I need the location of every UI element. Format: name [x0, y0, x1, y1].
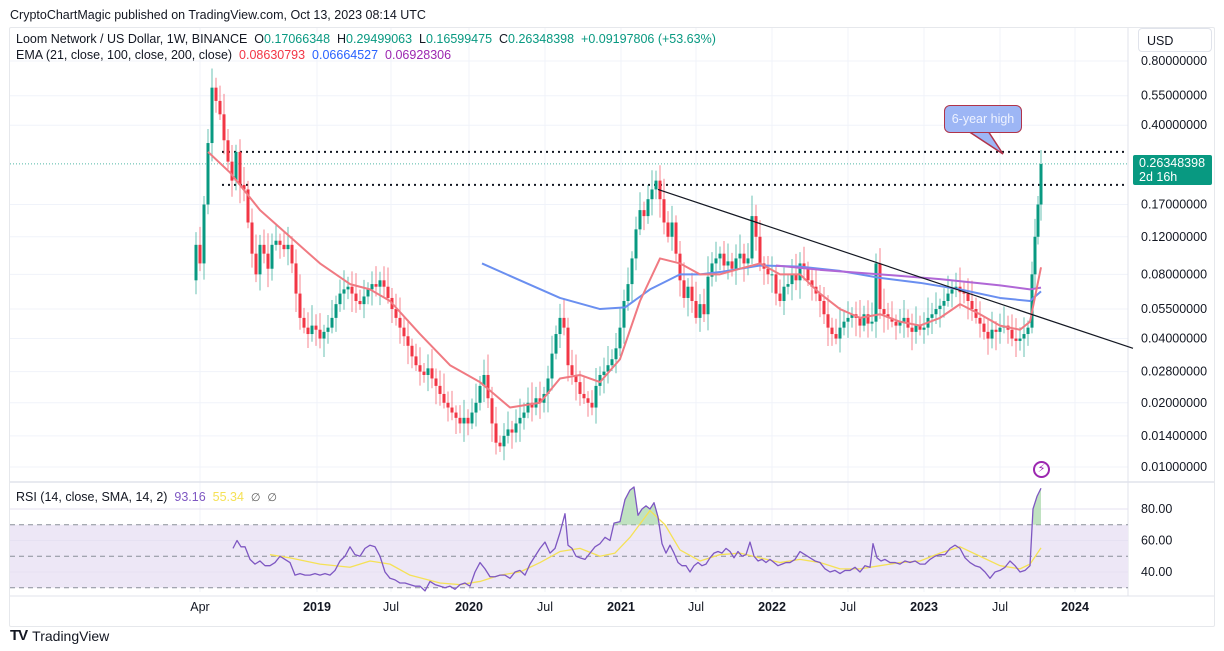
svg-text:2020: 2020: [455, 600, 483, 614]
svg-text:0.01400000: 0.01400000: [1141, 429, 1207, 443]
svg-text:2024: 2024: [1061, 600, 1089, 614]
currency-button[interactable]: USD: [1138, 28, 1212, 52]
symbol-title: Loom Network / US Dollar, 1W, BINANCE: [16, 32, 248, 46]
svg-text:40.00: 40.00: [1141, 565, 1172, 579]
svg-text:0.40000000: 0.40000000: [1141, 118, 1207, 132]
high-label: H: [337, 32, 347, 46]
open-value: 0.17066348: [264, 32, 331, 46]
change-value: +0.09197806 (+53.63%): [581, 32, 716, 46]
svg-text:Jul: Jul: [383, 600, 399, 614]
ema21-value: 0.08630793: [239, 48, 306, 62]
na-value-1: ∅: [250, 492, 261, 504]
last-price-value: 0.26348398: [1139, 156, 1206, 170]
ema100-value: 0.06664527: [312, 48, 379, 62]
ema-legend: EMA (21, close, 100, close, 200, close) …: [16, 48, 451, 62]
bar-countdown: 2d 16h: [1139, 170, 1178, 184]
ema-title: EMA (21, close, 100, close, 200, close): [16, 48, 233, 62]
rsi-legend: RSI (14, close, SMA, 14, 2) 93.16 55.34 …: [16, 490, 277, 504]
tradingview-logo-icon: TV: [10, 627, 28, 644]
svg-text:0.80000000: 0.80000000: [1141, 54, 1207, 68]
svg-text:0.05500000: 0.05500000: [1141, 302, 1207, 316]
low-value: 0.16599475: [426, 32, 493, 46]
na-value-2: ∅: [267, 492, 278, 504]
svg-text:0.01000000: 0.01000000: [1141, 460, 1207, 474]
close-value: 0.26348398: [508, 32, 575, 46]
open-label: O: [254, 32, 265, 46]
chart-frame: [9, 27, 1215, 627]
svg-text:0.12000000: 0.12000000: [1141, 230, 1207, 244]
svg-text:0.02800000: 0.02800000: [1141, 365, 1207, 379]
svg-text:Jul: Jul: [840, 600, 856, 614]
rsi-title: RSI (14, close, SMA, 14, 2): [16, 490, 168, 504]
svg-text:0.08000000: 0.08000000: [1141, 267, 1207, 281]
symbol-legend: Loom Network / US Dollar, 1W, BINANCE O0…: [16, 32, 716, 46]
svg-text:0.02000000: 0.02000000: [1141, 396, 1207, 410]
svg-text:0.04000000: 0.04000000: [1141, 332, 1207, 346]
close-label: C: [499, 32, 509, 46]
svg-text:Jul: Jul: [688, 600, 704, 614]
publish-info: CryptoChartMagic published on TradingVie…: [10, 8, 426, 22]
svg-text:2023: 2023: [910, 600, 938, 614]
svg-text:0.55000000: 0.55000000: [1141, 89, 1207, 103]
svg-text:2019: 2019: [303, 600, 331, 614]
svg-text:2022: 2022: [758, 600, 786, 614]
svg-text:60.00: 60.00: [1141, 534, 1172, 548]
last-price-tag: 0.26348398 2d 16h: [1133, 155, 1212, 185]
six-year-high-callout[interactable]: 6-year high: [944, 105, 1022, 133]
svg-text:0.17000000: 0.17000000: [1141, 197, 1207, 211]
high-value: 0.29499063: [346, 32, 413, 46]
svg-text:2021: 2021: [607, 600, 635, 614]
ema200-value: 0.06928306: [385, 48, 452, 62]
tradingview-logo-text: TradingView: [32, 627, 110, 644]
svg-text:Jul: Jul: [992, 600, 1008, 614]
svg-text:Apr: Apr: [190, 600, 209, 614]
rsi-value: 93.16: [174, 490, 206, 504]
svg-text:Jul: Jul: [537, 600, 553, 614]
tradingview-logo[interactable]: TV TradingView: [10, 627, 109, 644]
lightning-icon[interactable]: ⚡: [1033, 461, 1050, 478]
rsi-sma-value: 55.34: [212, 490, 244, 504]
svg-text:80.00: 80.00: [1141, 502, 1172, 516]
low-label: L: [419, 32, 426, 46]
